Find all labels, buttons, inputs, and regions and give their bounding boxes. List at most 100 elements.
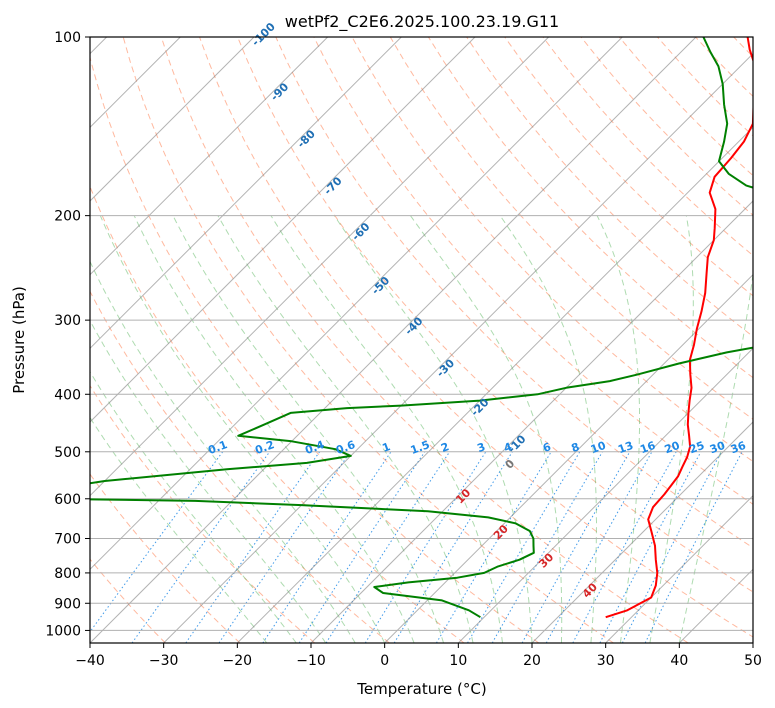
mixing-ratio-label: 30: [708, 439, 727, 457]
dry-adiabat-line: [351, 37, 753, 463]
mixing-ratio-line: [599, 451, 702, 643]
dry-adiabat-label: -30: [434, 356, 457, 379]
moist-adiabat-line: [99, 215, 386, 643]
isotherm-line: [236, 126, 753, 643]
dry-adiabat-line: [733, 37, 753, 58]
dry-adiabat-label: -100: [249, 20, 278, 49]
isotherm-line: [605, 494, 753, 643]
moist-adiabat-line: [333, 215, 533, 643]
x-tick-label: 10: [449, 653, 467, 669]
isotherm-line: [531, 421, 753, 643]
y-tick-label: 200: [54, 209, 81, 225]
isotherm-line: [163, 52, 753, 643]
dry-adiabat-label: -40: [402, 314, 425, 337]
mixing-ratio-label: 4: [502, 440, 514, 455]
isotherm-line: [90, 37, 476, 423]
x-tick-label: 0: [380, 653, 389, 669]
y-tick-label: 600: [54, 492, 81, 508]
moist-adiabat-label: 20: [491, 522, 511, 542]
y-tick-label: 800: [54, 566, 81, 582]
dry-adiabat-line: [90, 290, 390, 643]
data-lines: [90, 37, 753, 619]
mixing-ratio-line: [90, 451, 224, 633]
y-tick-label: 400: [54, 387, 81, 403]
dry-adiabat-line: [90, 185, 465, 643]
dry-adiabat-line: [389, 37, 753, 420]
isotherm-line: [90, 37, 550, 497]
x-tick-label: −40: [75, 653, 105, 669]
mixing-ratio-label: 36: [729, 439, 748, 457]
moist-adiabat-line: [90, 319, 327, 643]
mixing-ratio-label: 0.1: [206, 438, 229, 457]
isotherm-line: [752, 642, 753, 643]
dry-adiabat-line: [657, 37, 753, 137]
moist-adiabat-label: 30: [536, 550, 556, 570]
x-tick-label: 50: [744, 653, 762, 669]
y-tick-label: 1000: [45, 623, 81, 639]
dry-adiabat-line: [90, 384, 316, 643]
isotherm-line: [90, 37, 402, 350]
moist-adiabat-label: 10: [453, 486, 473, 506]
y-tick-label: 900: [54, 596, 81, 612]
mixing-ratio-label: 2: [439, 440, 451, 455]
chart-title: wetPf2_C2E6.2025.100.23.19.G11: [285, 12, 559, 32]
mixing-ratio-line: [131, 451, 271, 643]
moist-adiabat-label: 40: [580, 580, 600, 600]
dry-adiabat-label: -90: [268, 80, 291, 103]
x-tick-label: 30: [597, 653, 615, 669]
y-tick-label: 100: [54, 30, 81, 46]
dry-adiabat-line: [580, 37, 753, 216]
moist-adiabat-line: [133, 215, 415, 643]
moist-adiabat-line: [90, 416, 268, 643]
mixing-ratio-label: 3: [475, 440, 487, 455]
dry-adiabat-line: [122, 37, 614, 643]
moist-adiabat-line: [90, 260, 356, 643]
mixing-ratio-line: [364, 451, 487, 643]
mixing-ratio-line: [218, 451, 351, 643]
mixing-ratio-label: 8: [570, 440, 582, 455]
moist-adiabat-line: [90, 370, 297, 643]
mixing-ratio-line: [545, 451, 653, 643]
mixing-ratio-label: 1: [381, 440, 393, 455]
y-axis-label: Pressure (hPa): [10, 286, 28, 394]
y-tick-label: 500: [54, 445, 81, 461]
mixing-ratio-line: [262, 451, 392, 643]
mixing-ratio-label: 13: [616, 439, 635, 456]
x-axis-ticks: −40 −30 −20 −10 0 10 20 30 40 50: [75, 643, 762, 669]
moist-adiabat-line: [217, 215, 474, 643]
temperature-profile-line: [605, 37, 753, 619]
y-axis-ticks: 1000 900 800 700 600 500 400 300 200 100: [45, 30, 90, 639]
dry-adiabat-line: [695, 37, 753, 98]
dry-adiabat-line: [313, 37, 753, 505]
x-tick-label: 20: [523, 653, 541, 669]
mixing-ratio-label: 0.6: [334, 438, 357, 457]
dry-adiabat-line: [237, 37, 753, 593]
isotherm-line: [457, 347, 753, 643]
x-tick-label: −10: [296, 653, 326, 669]
dry-adiabat-label: -70: [321, 174, 344, 197]
dewpoint-profile-line: [90, 37, 753, 619]
mixing-ratio-label: 0.2: [253, 438, 276, 457]
dry-adiabat-line: [466, 37, 753, 338]
mixing-ratio-label: 16: [638, 439, 657, 457]
dry-adiabat-line: [90, 473, 241, 643]
isotherm-line: [90, 37, 623, 571]
mixing-ratio-line: [185, 451, 321, 643]
mixing-ratio-label: 0.4: [303, 438, 326, 457]
mixing-ratio-label: 6: [541, 440, 553, 455]
dry-adiabat-line: [504, 37, 753, 297]
mixing-ratio-line: [644, 451, 743, 643]
background-lines: [90, 37, 753, 643]
moist-adiabat-line: [499, 215, 597, 643]
plot-frame: [89, 36, 754, 644]
dry-adiabat-line: [427, 37, 753, 379]
y-tick-label: 700: [54, 532, 81, 548]
mixing-ratio-line: [298, 451, 426, 643]
moist-adiabat-line: [409, 215, 563, 643]
isotherm-line: [90, 37, 329, 276]
mixing-ratio-labels: 0.1 0.2 0.4 0.6 1 1.5 2 3 4 6 8 10 13 16 20 25 30 36: [206, 438, 748, 457]
moist-adiabat-line: [678, 270, 753, 643]
x-tick-label: −20: [223, 653, 253, 669]
